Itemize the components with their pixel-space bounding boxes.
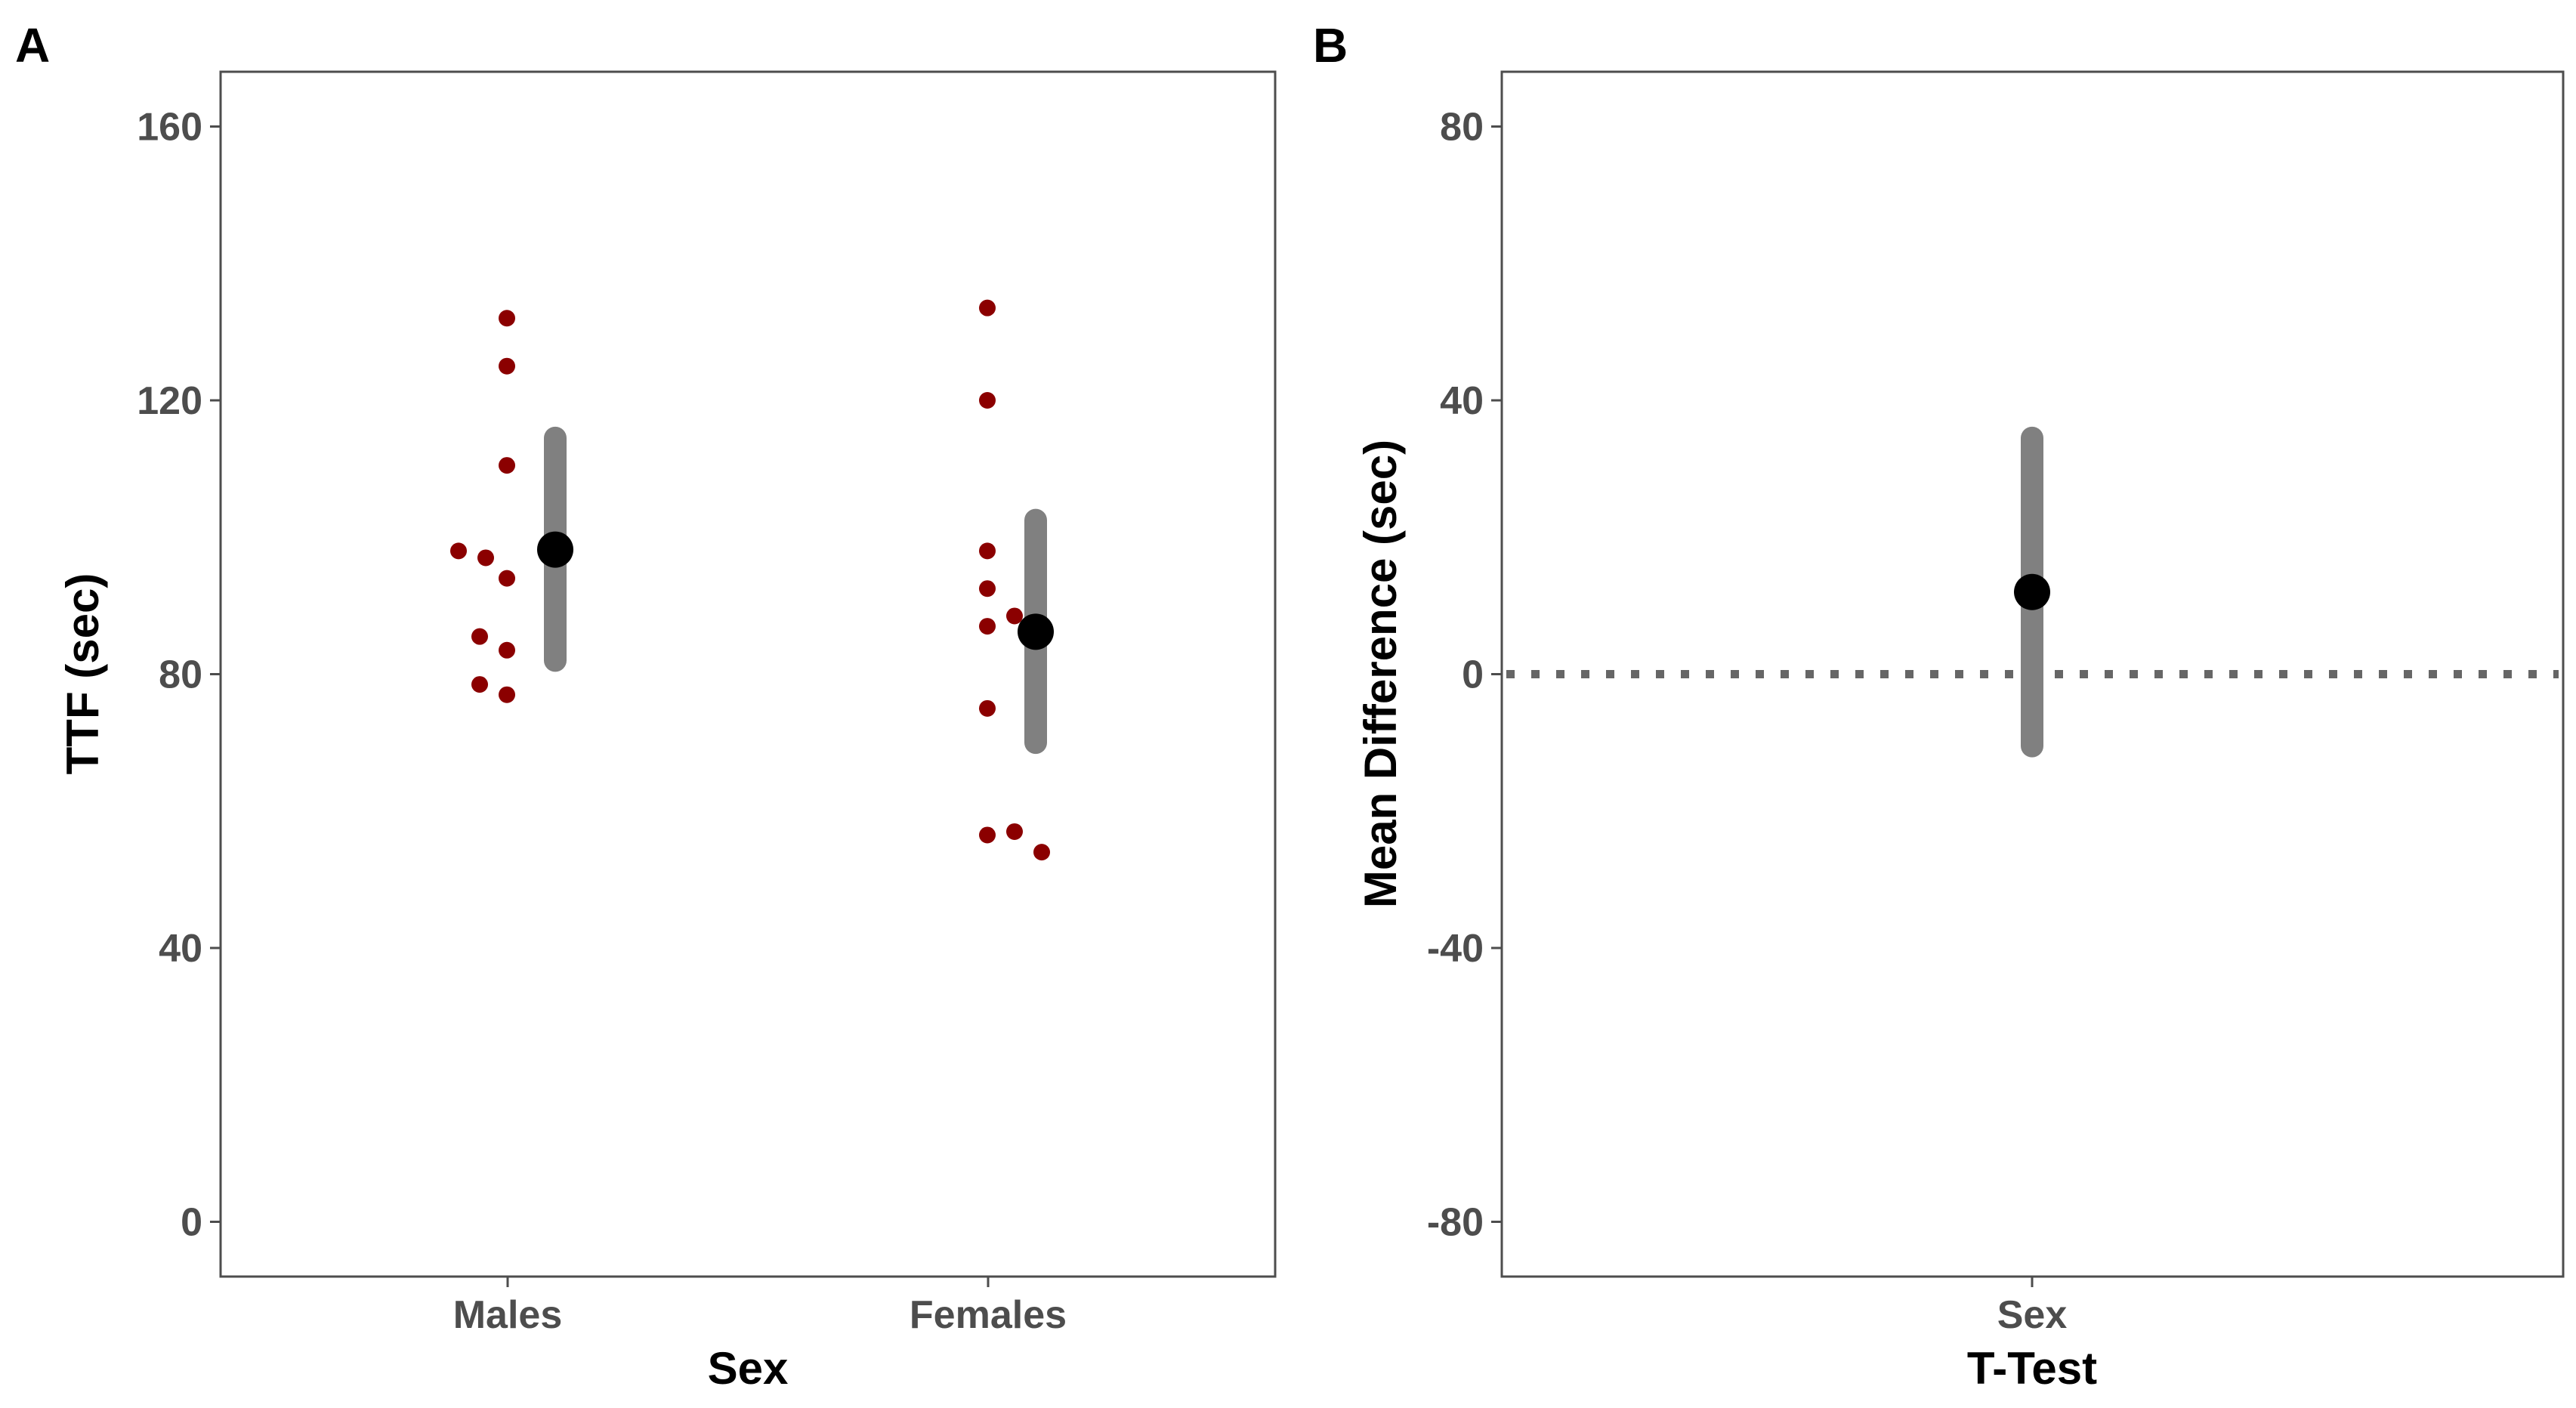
panel-a: A 0 40 80 120 160 Males Females Sex TTF (sec)	[15, 18, 1277, 1394]
panel-a-data-point	[979, 392, 996, 409]
panel-a-data-point	[499, 686, 515, 703]
panel-b-x-tick-label: Sex	[1997, 1293, 2068, 1337]
panel-b-y-tick-label: 40	[1440, 379, 1484, 423]
panel-b-y-axis: -80 -40 0 40 80	[1427, 106, 1502, 1245]
panel-a-data-point	[979, 299, 996, 316]
panel-b-y-tick-label: -80	[1427, 1201, 1484, 1245]
panel-a-data-point	[450, 542, 467, 560]
panel-a-data-point	[471, 628, 488, 645]
panel-a-data-point	[979, 580, 996, 597]
panel-a-data-point	[499, 570, 515, 587]
panel-a-data-point	[499, 457, 515, 474]
panel-b-x-axis: Sex	[1997, 1277, 2068, 1337]
panel-a-data-point	[1006, 607, 1023, 625]
panel-a-data-point	[499, 641, 515, 659]
panel-a-summary	[537, 426, 1054, 755]
panel-a-y-tick-label: 160	[137, 106, 202, 150]
panel-a-points	[450, 299, 1050, 861]
panel-b-summary	[2014, 426, 2050, 758]
panel-a-y-tick-label: 40	[159, 927, 202, 971]
panel-b-y-tick-label: -40	[1427, 927, 1484, 971]
panel-a-data-point	[979, 618, 996, 635]
panel-a-data-point	[1006, 823, 1023, 840]
panel-b: B -80 -40 0 40 80 Sex T-Test Mean Difference…	[1313, 18, 2565, 1394]
panel-a-y-axis: 0 40 80 120 160	[137, 106, 221, 1245]
panel-a-data-point	[979, 826, 996, 844]
panel-b-y-tick-label: 0	[1462, 653, 1484, 697]
panel-a-x-axis: Males Females	[453, 1277, 1067, 1337]
panel-a-letter: A	[15, 18, 50, 73]
panel-a-plot-area	[219, 70, 1277, 1278]
panel-a-data-point	[979, 542, 996, 560]
panel-b-letter: B	[1313, 18, 1348, 73]
panel-a-data-point	[499, 357, 515, 375]
panel-a-x-axis-title: Sex	[708, 1343, 789, 1394]
panel-a-data-point	[979, 699, 996, 717]
panel-a-x-tick-label: Females	[910, 1293, 1067, 1337]
panel-a-y-axis-title: TTF (sec)	[57, 573, 108, 775]
panel-a-mean-point	[537, 531, 573, 568]
panel-b-x-axis-title: T-Test	[1967, 1343, 2097, 1394]
panel-b-y-axis-title: Mean Difference (sec)	[1355, 440, 1406, 908]
panel-a-mean-point	[1018, 613, 1054, 650]
panel-b-mean-point	[2014, 573, 2050, 610]
panel-a-data-point	[499, 310, 515, 327]
panel-a-data-point	[477, 549, 494, 567]
panel-a-y-tick-label: 120	[137, 379, 202, 423]
panel-a-data-point	[1033, 844, 1050, 861]
panel-a-data-point	[471, 676, 488, 693]
panel-b-y-tick-label: 80	[1440, 106, 1484, 150]
panel-a-y-tick-label: 80	[159, 653, 202, 697]
panel-a-y-tick-label: 0	[181, 1201, 202, 1245]
panel-a-x-tick-label: Males	[453, 1293, 563, 1337]
